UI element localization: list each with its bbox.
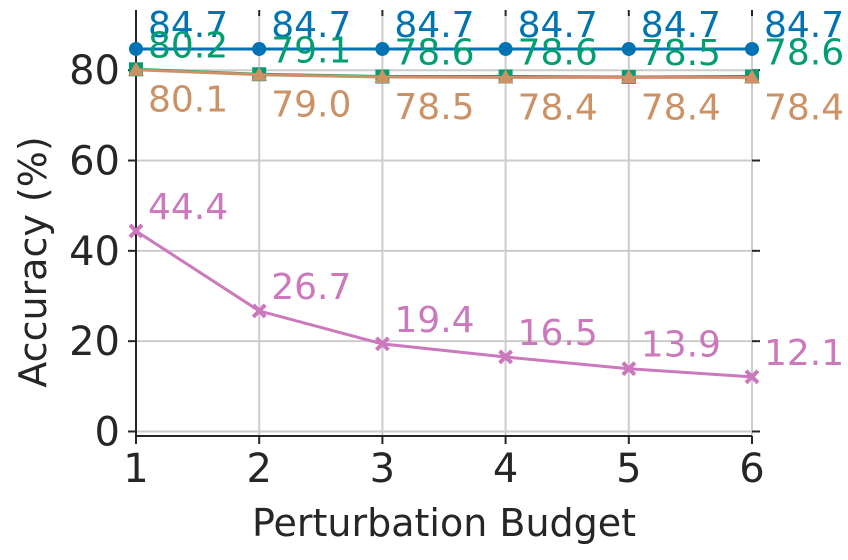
y-axis-title: Accuracy (%) — [11, 136, 55, 387]
y-tick-label: 40 — [69, 229, 120, 275]
data-label: 84.7 — [271, 5, 351, 46]
data-label: 78.6 — [764, 33, 844, 74]
x-tick-label: 4 — [493, 446, 518, 492]
data-label: 78.6 — [518, 33, 598, 74]
data-label: 13.9 — [641, 325, 721, 366]
x-tick-label: 1 — [123, 446, 148, 492]
data-label: 78.6 — [394, 33, 474, 74]
series-line — [135, 68, 752, 79]
data-point-x — [744, 369, 760, 385]
data-label: 79.0 — [271, 85, 351, 126]
data-label: 12.1 — [764, 333, 844, 374]
data-label: 78.4 — [518, 87, 598, 128]
y-tick-label: 80 — [69, 48, 120, 94]
series-line — [135, 229, 753, 379]
data-point-triangle — [251, 66, 268, 81]
data-label: 84.7 — [518, 5, 598, 46]
data-point-x — [498, 349, 514, 365]
data-label: 78.4 — [641, 87, 721, 128]
y-tick-label: 0 — [95, 409, 120, 455]
data-point-triangle — [497, 69, 514, 84]
data-labels: 84.7 84.7 84.7 84.7 84.7 84.780.2 79.1 78.6 78.6… — [148, 5, 844, 374]
data-point-x — [251, 303, 267, 319]
y-tick-label: 20 — [69, 319, 120, 365]
y-tick-label: 60 — [69, 139, 120, 185]
data-label: 16.5 — [518, 313, 598, 354]
data-label: 84.7 — [394, 5, 474, 46]
data-point-x — [128, 223, 144, 239]
data-point-circle — [375, 41, 390, 56]
data-point-triangle — [374, 68, 391, 83]
data-label: 84.7 — [764, 5, 844, 46]
x-tick-label: 2 — [246, 446, 271, 492]
x-tick-label: 6 — [739, 446, 764, 492]
data-point-x — [621, 361, 637, 377]
data-label: 26.7 — [271, 267, 351, 308]
data-point-circle — [621, 41, 636, 56]
data-point-circle — [745, 41, 759, 56]
series-group — [128, 41, 760, 385]
data-label: 78.4 — [764, 87, 844, 128]
data-label: 78.5 — [394, 87, 474, 128]
data-point-x — [374, 336, 390, 352]
data-label: 80.1 — [148, 80, 228, 121]
x-tick-label: 5 — [616, 446, 641, 492]
data-label: 78.5 — [641, 33, 721, 74]
data-label: 79.1 — [271, 30, 351, 71]
data-label: 84.7 — [148, 5, 228, 46]
data-point-circle — [498, 41, 513, 56]
data-point-triangle — [128, 61, 144, 76]
data-label: 19.4 — [394, 300, 474, 341]
grid-lines — [135, 16, 753, 436]
data-point-triangle — [744, 69, 760, 84]
data-point-circle — [129, 41, 143, 56]
x-axis-title: Perturbation Budget — [252, 501, 636, 545]
x-tick-label: 3 — [370, 446, 395, 492]
data-label: 44.4 — [148, 187, 228, 228]
data-point-triangle — [620, 69, 637, 84]
data-point-circle — [252, 41, 267, 56]
data-label: 80.2 — [148, 25, 228, 66]
data-label: 84.7 — [641, 5, 721, 46]
